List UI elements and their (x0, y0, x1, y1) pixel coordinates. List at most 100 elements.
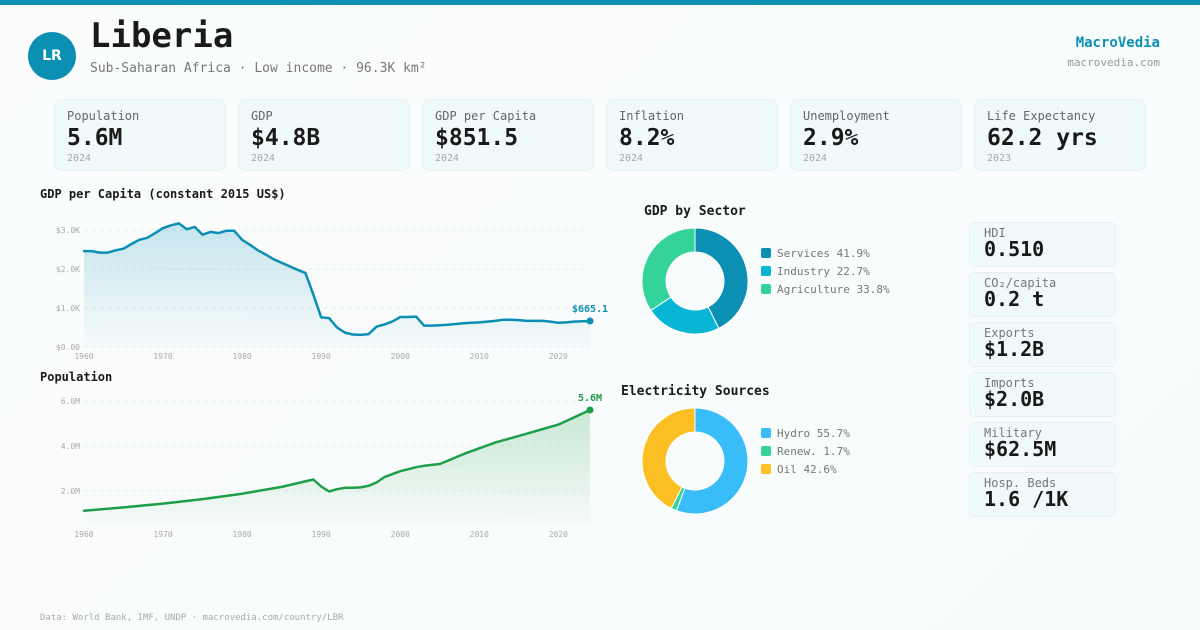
donut-slice-services (694, 227, 749, 330)
footer-source[interactable]: Data: World Bank, IMF, UNDP · macrovedia… (40, 613, 344, 623)
gdp-chart-title: GDP per Capita (constant 2015 US$) (40, 187, 286, 201)
country-subtitle: Sub-Saharan Africa · Low income · 96.3K … (90, 61, 427, 76)
legend-label: Oil 42.6% (777, 462, 837, 476)
stat-card-co2: CO₂/capita 0.2 t (969, 272, 1116, 317)
side-stats: HDI 0.510 CO₂/capita 0.2 t Exports $1.2B… (969, 222, 1116, 522)
legend-swatch (761, 428, 771, 438)
legend-item-services: Services 41.9% (761, 244, 890, 262)
y-tick-label: 4.0M (61, 442, 80, 451)
x-tick-label: 1980 (232, 530, 251, 539)
stat-card-military: Military $62.5M (969, 422, 1116, 467)
y-tick-label: $3.0K (56, 226, 80, 235)
x-tick-label: 2000 (391, 352, 410, 361)
kpi-value: 8.2% (619, 125, 675, 151)
kpi-row: Population 5.6M 2024 GDP $4.8B 2024 GDP … (54, 99, 1146, 171)
kpi-card-gdp: GDP $4.8B 2024 (238, 99, 410, 171)
donut-slice-agriculture (641, 227, 696, 312)
x-tick-label: 2020 (549, 352, 568, 361)
x-tick-label: 1960 (74, 530, 93, 539)
area-fill (84, 223, 590, 347)
legend-swatch (761, 248, 771, 258)
kpi-label: GDP (251, 109, 273, 123)
kpi-value: $851.5 (435, 125, 519, 151)
stat-label: Hosp. Beds (984, 476, 1057, 490)
legend-item-oil: Oil 42.6% (761, 460, 850, 478)
x-tick-label: 2000 (391, 530, 410, 539)
kpi-value: 5.6M (67, 125, 123, 151)
stat-label: CO₂/capita (984, 276, 1057, 290)
gdp-by-sector-donut (641, 227, 749, 335)
kpi-year: 2023 (987, 153, 1012, 164)
legend-item-agriculture: Agriculture 33.8% (761, 280, 890, 298)
end-point-marker (586, 317, 594, 325)
page-title: Liberia (90, 16, 234, 56)
x-tick-label: 1970 (153, 352, 172, 361)
sector-legend: Services 41.9% Industry 22.7% Agricultur… (761, 244, 890, 298)
series-line (82, 408, 592, 513)
y-tick-label: 6.0M (61, 397, 80, 406)
kpi-card-population: Population 5.6M 2024 (54, 99, 226, 171)
legend-swatch (761, 464, 771, 474)
x-tick-label: 1980 (232, 352, 251, 361)
kpi-label: Unemployment (803, 109, 890, 123)
stat-label: Military (984, 426, 1042, 440)
stat-value: $2.0B (984, 387, 1045, 411)
legend-item-renewables: Renew. 1.7% (761, 442, 850, 460)
kpi-year: 2024 (251, 153, 276, 164)
x-tick-label: 1960 (74, 352, 93, 361)
x-tick-label: 2020 (549, 530, 568, 539)
stat-card-hdi: HDI 0.510 (969, 222, 1116, 267)
legend-label: Agriculture 33.8% (777, 282, 890, 296)
stat-value: 0.2 t (984, 287, 1045, 311)
legend-label: Renew. 1.7% (777, 444, 850, 458)
kpi-label: Inflation (619, 109, 685, 123)
kpi-value: $4.8B (251, 125, 321, 151)
end-point-marker (586, 406, 594, 414)
kpi-card-unemployment: Unemployment 2.9% 2024 (790, 99, 962, 171)
stat-label: Exports (984, 326, 1035, 340)
end-value-label: $665.1 (572, 304, 608, 315)
kpi-card-inflation: Inflation 8.2% 2024 (606, 99, 778, 171)
sector-chart-title: GDP by Sector (644, 204, 746, 219)
stat-value: $62.5M (984, 437, 1057, 461)
legend-swatch (761, 446, 771, 456)
population-chart: 2.0M 4.0M 6.0M 1960 1970 1980 1990 2000 2010 2020… (61, 393, 602, 539)
stat-value: $1.2B (984, 337, 1045, 361)
electricity-chart-title: Electricity Sources (621, 384, 770, 399)
x-tick-label: 1990 (312, 530, 331, 539)
legend-label: Industry 22.7% (777, 264, 870, 278)
stat-value: 0.510 (984, 237, 1045, 261)
x-tick-label: 1990 (312, 352, 331, 361)
kpi-year: 2024 (435, 153, 460, 164)
legend-label: Hydro 55.7% (777, 426, 850, 440)
donut-slice-oil (641, 407, 696, 510)
y-tick-label: 2.0M (61, 487, 80, 496)
y-tick-label: $1.0K (56, 304, 80, 313)
brand-url[interactable]: macrovedia.com (1067, 56, 1160, 69)
kpi-year: 2024 (803, 153, 828, 164)
top-accent-bar (0, 0, 1200, 5)
electricity-sources-donut (641, 407, 749, 515)
legend-item-industry: Industry 22.7% (761, 262, 890, 280)
legend-label: Services 41.9% (777, 246, 870, 260)
gdp-per-capita-chart: $0.00 $1.0K $2.0K $3.0K 1960 1970 1980 1990 2000… (56, 222, 608, 361)
population-chart-title: Population (40, 370, 113, 384)
electricity-legend: Hydro 55.7% Renew. 1.7% Oil 42.6% (761, 424, 850, 478)
area-fill (84, 410, 590, 523)
kpi-card-gdp-per-capita: GDP per Capita $851.5 2024 (422, 99, 594, 171)
kpi-label: GDP per Capita (435, 109, 537, 123)
kpi-label: Life Expectancy (987, 109, 1096, 123)
legend-swatch (761, 266, 771, 276)
legend-item-hydro: Hydro 55.7% (761, 424, 850, 442)
y-tick-label: $0.00 (56, 343, 80, 352)
country-avatar: LR (28, 32, 76, 80)
kpi-value: 62.2 yrs (987, 125, 1098, 151)
end-value-label: 5.6M (578, 393, 602, 404)
donut-slice-hydro (675, 407, 749, 515)
x-tick-label: 2010 (470, 352, 489, 361)
kpi-year: 2024 (619, 153, 644, 164)
stat-label: HDI (984, 226, 1006, 240)
stat-card-exports: Exports $1.2B (969, 322, 1116, 367)
brand-name[interactable]: MacroVedia (1075, 35, 1160, 51)
stat-label: Imports (984, 376, 1035, 390)
